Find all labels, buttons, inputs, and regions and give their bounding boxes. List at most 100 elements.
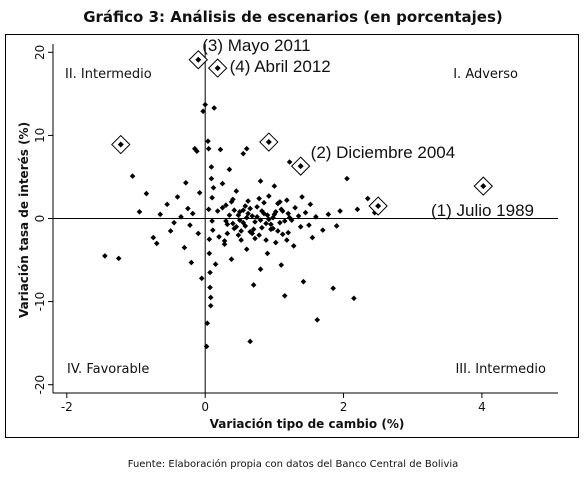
data-point: [257, 266, 264, 272]
data-point: [264, 250, 271, 257]
data-point: [266, 193, 272, 199]
data-point: [270, 225, 276, 232]
data-point: [252, 235, 258, 242]
data-point: [223, 218, 229, 224]
data-point: [259, 208, 265, 214]
data-point: [231, 207, 238, 213]
data-point: [245, 198, 251, 204]
data-point: [223, 202, 229, 209]
data-point: [235, 232, 242, 238]
x-tick-label: 0: [201, 400, 209, 414]
data-point: [300, 278, 307, 285]
data-point: [204, 320, 211, 326]
y-axis-label: Variación tasa de interés (%): [17, 122, 31, 318]
data-point: [219, 204, 226, 211]
data-point: [270, 214, 276, 221]
highlight-point: [297, 163, 304, 170]
quadrant-label: III. Intermedio: [455, 362, 546, 377]
data-point: [278, 206, 285, 213]
data-point: [214, 208, 221, 214]
data-point: [238, 228, 244, 234]
data-point: [219, 180, 226, 187]
data-point: [314, 317, 321, 323]
data-point: [277, 199, 283, 205]
data-point: [209, 194, 215, 201]
data-point: [205, 145, 212, 152]
data-point: [313, 214, 319, 220]
y-tick-label: -20: [33, 375, 47, 395]
data-point: [189, 210, 196, 217]
data-point: [226, 212, 233, 218]
data-point: [221, 241, 228, 248]
data-point: [284, 237, 290, 243]
data-point: [143, 190, 150, 197]
highlight-label: (4) Abril 2012: [230, 57, 331, 76]
data-point: [200, 108, 206, 115]
data-point: [257, 178, 264, 184]
data-point: [271, 211, 278, 218]
data-point: [205, 138, 211, 145]
data-point: [252, 219, 258, 225]
highlighted-points: (1) Julio 1989 (2) Diciembre 2004 (3) Mayo…: [111, 36, 534, 220]
data-point: [351, 295, 357, 302]
data-point: [249, 230, 256, 237]
data-point: [354, 206, 361, 213]
data-point: [337, 208, 343, 214]
data-point: [233, 224, 240, 230]
data-point: [181, 244, 188, 251]
data-point: [256, 232, 262, 238]
data-point: [195, 230, 202, 237]
data-point: [198, 275, 205, 282]
data-point: [279, 231, 286, 238]
data-point: [263, 220, 269, 227]
data-point: [254, 204, 260, 210]
data-point: [325, 211, 332, 218]
data-point: [268, 221, 274, 228]
data-point: [285, 229, 292, 236]
data-point: [263, 237, 269, 243]
data-point: [233, 188, 240, 194]
data-point: [208, 175, 215, 182]
data-point: [295, 213, 302, 219]
data-point: [230, 220, 236, 227]
y-tick-label: -10: [33, 292, 47, 312]
source-note: Fuente: Elaboración propia con datos del…: [127, 459, 459, 470]
data-point: [306, 222, 312, 228]
data-point: [183, 179, 189, 186]
highlight-label: (2) Diciembre 2004: [311, 143, 456, 162]
data-point: [286, 159, 293, 165]
data-point: [235, 212, 242, 218]
x-tick-label: -2: [61, 400, 73, 414]
highlight-label: (1) Julio 1989: [431, 201, 534, 220]
data-point: [157, 211, 164, 218]
data-point: [275, 228, 281, 234]
data-point: [202, 101, 208, 108]
data-point: [171, 219, 177, 226]
data-point: [290, 243, 297, 249]
data-point: [344, 175, 350, 182]
data-point: [259, 224, 265, 231]
data-point: [226, 166, 233, 173]
data-point: [209, 218, 215, 224]
highlight-point: [195, 56, 202, 63]
data-point: [243, 145, 250, 152]
data-point: [129, 173, 136, 179]
data-point: [278, 262, 285, 268]
quadrant-label: I. Adverso: [453, 67, 518, 82]
data-points: [102, 101, 378, 350]
data-point: [224, 230, 231, 237]
data-point: [364, 195, 371, 202]
data-point: [231, 225, 238, 232]
data-point: [277, 219, 283, 226]
data-point: [250, 282, 257, 288]
data-point: [285, 210, 292, 217]
data-point: [242, 223, 249, 229]
data-point: [196, 189, 203, 196]
data-point: [203, 343, 210, 350]
x-tick-label: 2: [340, 400, 348, 414]
data-point: [212, 261, 219, 268]
x-tick-label: 4: [478, 400, 486, 414]
data-point: [249, 213, 256, 219]
data-point: [281, 218, 288, 224]
y-tick-label: 0: [33, 215, 47, 223]
